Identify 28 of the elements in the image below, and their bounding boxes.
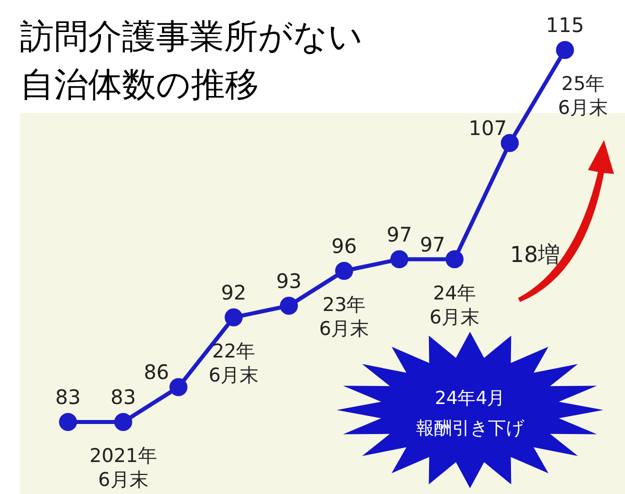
x-tick-label: 23年6月末	[319, 294, 370, 340]
data-label: 83	[110, 385, 136, 409]
annotation: 24年4月報酬引き下げ	[416, 388, 525, 439]
point	[224, 308, 243, 326]
data-label: 93	[276, 268, 302, 293]
point	[114, 413, 132, 431]
point	[500, 134, 519, 152]
data-label: 107	[468, 116, 507, 140]
point	[390, 250, 408, 268]
data-label: 97	[386, 222, 412, 246]
data-label: 97	[420, 232, 446, 256]
data-label: 92	[220, 280, 246, 304]
data-label: 115	[546, 13, 584, 37]
x-tick-label: 2021年6月末	[90, 445, 157, 491]
x-tick-label: 25年6月末	[558, 73, 608, 119]
x-tick-label: 22年6月末	[208, 340, 259, 386]
point	[446, 250, 464, 268]
data-label: 86	[144, 360, 170, 384]
annotation: 18増	[510, 243, 560, 268]
data-label: 83	[55, 385, 81, 409]
point	[169, 378, 188, 396]
point	[280, 296, 298, 315]
point	[556, 41, 574, 59]
chart-title: 訪問介護事業所がない自治体数の推移	[20, 17, 363, 105]
x-tick-label: 24年6月末	[430, 282, 480, 328]
point	[335, 262, 354, 280]
data-label: 96	[331, 234, 357, 258]
point	[59, 413, 77, 431]
